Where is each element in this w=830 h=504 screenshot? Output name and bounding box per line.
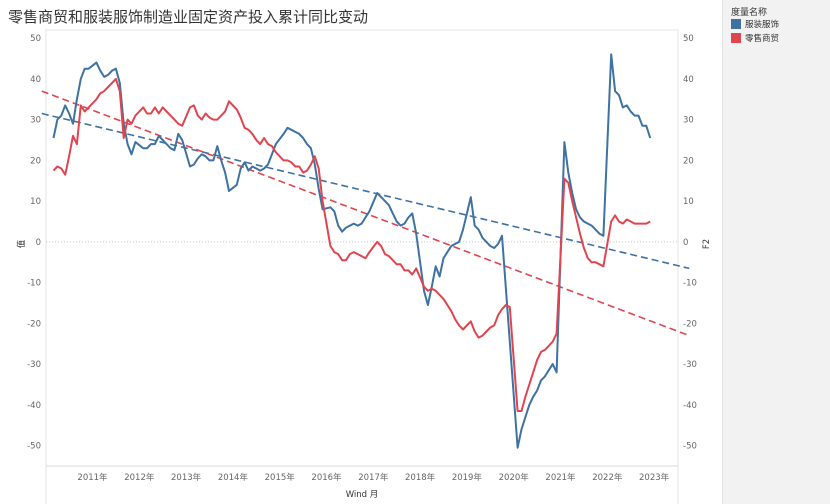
legend-label-retail: 零售商贸 <box>745 34 780 44</box>
legend-title: 度量名称 <box>731 8 768 18</box>
legend-item-apparel[interactable]: 服装服饰 <box>731 18 779 30</box>
legend-swatch-apparel <box>731 19 741 29</box>
y-tick-label-right: -20 <box>683 319 697 329</box>
y-tick-label-right: -10 <box>683 279 697 289</box>
y-tick-label-left: -30 <box>27 360 41 370</box>
trend-line <box>41 112 690 270</box>
x-tick-label: 2020年 <box>499 472 530 483</box>
legend-item-retail[interactable]: 零售商贸 <box>731 32 779 44</box>
chart-title: 零售商贸和服装服饰制造业固定资产投入累计同比变动 <box>8 8 369 26</box>
y-tick-label-left: 0 <box>36 238 41 248</box>
y-tick-label-right: 30 <box>683 116 694 126</box>
y-axis-left-ticks: 50 40 30 20 10 0 -10 -20 -30 -40 -50 <box>27 34 41 451</box>
y-axis-left-title: 值 <box>16 239 27 248</box>
y-tick-label-right: 50 <box>683 34 694 44</box>
line-chart: 50 40 30 20 10 0 -10 -20 -30 -40 -50 50 40 30 20 10 0 -1… <box>16 29 712 504</box>
x-tick-label: 2013年 <box>171 472 202 483</box>
y-tick-label-right: 0 <box>683 238 688 248</box>
series-lines <box>52 53 652 449</box>
series-line <box>52 53 652 449</box>
plot-frame <box>45 29 679 504</box>
y-tick-label-right: 20 <box>683 156 694 166</box>
y-tick-label-right: -40 <box>683 401 697 411</box>
y-tick-label-left: -10 <box>27 279 41 289</box>
x-tick-label: 2023年 <box>639 472 670 483</box>
y-tick-label-left: 40 <box>30 75 41 85</box>
series-line <box>52 77 651 412</box>
trend-line <box>41 90 690 337</box>
y-tick-label-left: 20 <box>30 156 41 166</box>
y-tick-label-left: -50 <box>27 442 41 452</box>
x-tick-label: 2022年 <box>592 472 623 483</box>
y-tick-label-left: -40 <box>27 401 41 411</box>
x-axis-title: Wind 月 <box>346 490 379 500</box>
x-tick-label: 2019年 <box>452 472 483 483</box>
x-tick-label: 2011年 <box>77 472 108 483</box>
x-tick-label: 2018年 <box>405 472 436 483</box>
legend-panel: 度量名称 服装服饰 零售商贸 <box>722 0 830 504</box>
x-tick-label: 2012年 <box>124 472 155 483</box>
y-tick-label-right: -50 <box>683 442 697 452</box>
y-tick-label-right: 10 <box>683 197 694 207</box>
x-tick-label: 2017年 <box>358 472 389 483</box>
x-tick-label: 2014年 <box>218 472 249 483</box>
y-tick-label-right: 40 <box>683 75 694 85</box>
y-tick-label-left: 50 <box>30 34 41 44</box>
x-tick-label: 2016年 <box>311 472 342 483</box>
trend-lines <box>41 90 690 337</box>
y-axis-right-ticks: 50 40 30 20 10 0 -10 -20 -30 -40 -50 <box>683 34 697 451</box>
y-axis-right-title: F2 <box>702 239 712 249</box>
x-tick-label: 2015年 <box>265 472 296 483</box>
y-tick-label-left: -20 <box>27 319 41 329</box>
x-axis-ticks: 2011年 2012年 2013年 2014年 2015年 2016年 2017年 2018年… <box>77 472 669 483</box>
legend-label-apparel: 服装服饰 <box>745 20 780 30</box>
legend-swatch-retail <box>731 33 741 43</box>
y-tick-label-left: 30 <box>30 116 41 126</box>
x-tick-label: 2021年 <box>545 472 576 483</box>
y-tick-label-left: 10 <box>30 197 41 207</box>
y-tick-label-right: -30 <box>683 360 697 370</box>
